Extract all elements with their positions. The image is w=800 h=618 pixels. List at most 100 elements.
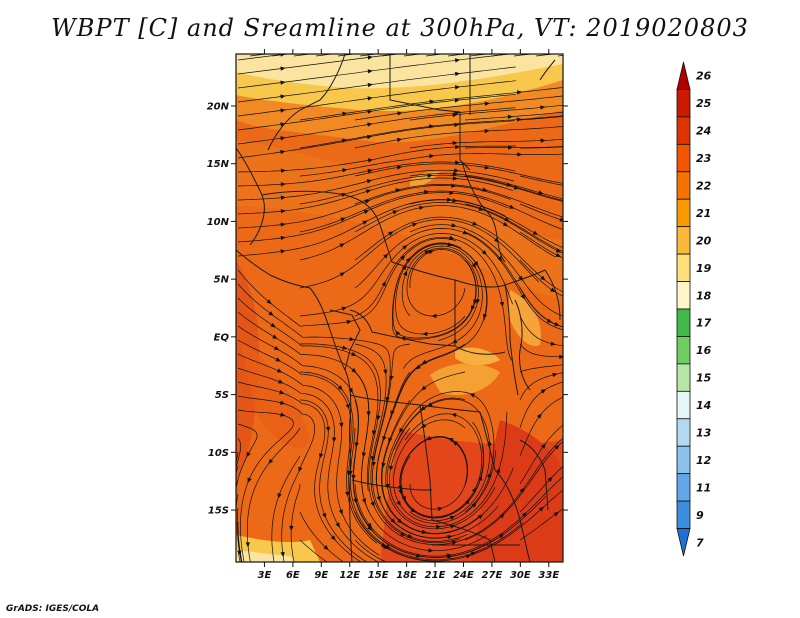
streamline-arrowhead	[499, 513, 505, 519]
streamline-arrowhead	[365, 189, 372, 194]
streamline	[403, 54, 423, 57]
streamline-arrowhead	[420, 423, 427, 428]
colorbar-swatch	[676, 226, 691, 255]
streamline-arrowhead	[477, 514, 483, 520]
streamline-arrowhead	[276, 368, 283, 373]
streamline-arrowhead	[395, 330, 401, 336]
streamline-arrowhead	[552, 372, 558, 378]
streamline	[354, 216, 563, 293]
streamline-arrowhead	[367, 55, 373, 60]
streamline-arrowhead	[521, 512, 527, 518]
streamline-arrowhead	[427, 173, 433, 178]
streamline-arrowhead	[382, 435, 387, 442]
streamline-arrowhead	[339, 272, 345, 277]
streamline-arrowhead	[407, 533, 413, 538]
streamline	[299, 399, 368, 562]
streamline	[299, 539, 328, 562]
streamline-arrowhead	[396, 137, 403, 143]
colorbar-swatch	[676, 528, 691, 557]
streamline-arrowhead	[280, 66, 286, 71]
lon-label: 18E	[396, 570, 417, 581]
colorbar-label: 18	[696, 289, 712, 302]
streamline-arrowhead	[390, 518, 396, 524]
colorbar-label: 15	[696, 372, 712, 385]
streamline-arrowhead	[454, 58, 461, 63]
streamline-arrowhead	[367, 69, 373, 74]
colorbar-label: 22	[696, 180, 712, 193]
streamline-arrowhead	[280, 412, 286, 417]
streamline	[464, 203, 563, 252]
streamline-arrowhead	[455, 160, 461, 165]
country-boundaries	[236, 54, 561, 562]
streamline-arrowhead	[335, 522, 340, 528]
streamline-arrowhead	[298, 466, 303, 473]
streamline-arrowhead	[345, 491, 350, 497]
streamline-arrowhead	[451, 540, 458, 545]
colorbar-label: 21	[696, 207, 711, 220]
streamline-arrowhead	[428, 124, 435, 129]
streamline	[519, 466, 563, 513]
streamline-arrowhead	[428, 548, 434, 553]
streamline-arrowhead	[509, 204, 515, 209]
streamline-arrowhead	[540, 443, 546, 449]
streamline-arrowhead	[247, 477, 252, 483]
streamline	[519, 396, 563, 457]
streamline	[519, 203, 563, 221]
streamline-arrowhead	[396, 165, 403, 170]
streamline	[354, 539, 387, 562]
streamline-arrowhead	[323, 545, 329, 551]
streamline	[299, 511, 344, 562]
streamline-arrowhead	[431, 313, 437, 319]
lon-label: 27E	[482, 570, 503, 581]
colorbar-swatch	[676, 171, 691, 200]
streamline-arrowhead	[538, 506, 544, 512]
longitude-axis: 3E 6E 9E 12E 15E 18E 21E 24E 27E 30E 33E	[258, 49, 559, 581]
colorbar-swatch	[676, 198, 691, 228]
streamline-arrowhead	[397, 518, 403, 524]
colorbar-swatch	[676, 89, 691, 118]
lon-label: 21E	[425, 570, 446, 581]
streamline-arrowhead	[502, 221, 509, 227]
lon-label: 12E	[339, 570, 360, 581]
streamline-arrowhead	[400, 255, 406, 261]
streamline-arrowhead	[280, 94, 286, 99]
colorbar-label: 12	[696, 454, 712, 467]
streamline-arrowhead	[559, 217, 563, 222]
streamline-arrowhead	[469, 393, 476, 398]
streamline-arrowhead	[383, 253, 389, 259]
streamline-arrowhead	[383, 369, 388, 375]
streamline-arrowhead	[422, 331, 428, 337]
streamline-arrowhead	[498, 533, 505, 539]
streamline-arrowhead	[318, 453, 324, 459]
streamline-arrowhead	[330, 535, 336, 541]
streamline-arrowhead	[351, 367, 357, 373]
streamline-arrowhead	[275, 357, 281, 362]
streamline-arrowhead	[550, 341, 556, 346]
lat-label: 5S	[215, 390, 229, 401]
streamline-arrowhead	[454, 168, 460, 173]
streamline-arrowhead	[452, 441, 458, 446]
streamline-arrowhead	[429, 153, 435, 159]
streamline	[236, 437, 242, 469]
streamline-arrowhead	[471, 487, 476, 493]
colorbar-label: 23	[696, 152, 712, 165]
streamline-arrowhead	[452, 171, 458, 177]
streamline-arrowhead	[361, 498, 367, 504]
streamline-arrowhead	[462, 230, 469, 235]
streamline-arrowhead	[371, 461, 376, 467]
streamline-arrowhead	[555, 248, 562, 253]
streamline-arrowhead	[447, 242, 453, 247]
streamline-arrowhead	[398, 489, 403, 495]
streamline-arrowhead	[446, 197, 453, 202]
streamline	[519, 343, 563, 358]
streamline-arrowhead	[342, 168, 348, 173]
streamline-arrowhead	[280, 195, 286, 200]
streamline-arrowhead	[540, 138, 546, 143]
streamline-arrowhead	[366, 179, 373, 184]
lat-label: EQ	[214, 332, 230, 343]
streamline-arrowhead	[280, 108, 286, 113]
streamline-arrowhead	[421, 359, 427, 365]
streamline-arrowhead	[349, 336, 355, 342]
streamline-arrowhead	[367, 96, 373, 101]
streamline-arrowhead	[532, 230, 539, 235]
